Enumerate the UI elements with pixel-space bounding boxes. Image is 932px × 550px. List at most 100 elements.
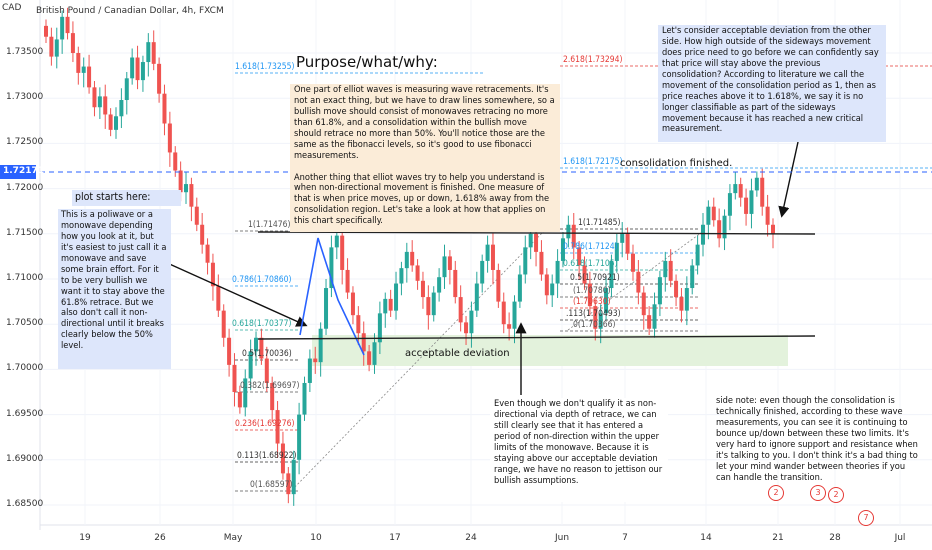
- candle-body: [717, 220, 722, 239]
- candle: [377, 301, 382, 355]
- current-price-label: 1.72171: [3, 166, 44, 176]
- candle-body: [394, 283, 399, 311]
- candle-body: [534, 233, 539, 252]
- candle-body: [706, 206, 711, 225]
- candle: [87, 54, 92, 94]
- candle: [555, 249, 560, 298]
- candle: [587, 271, 592, 316]
- candle-body: [237, 392, 242, 408]
- candle: [103, 84, 108, 129]
- candle-body: [674, 280, 679, 298]
- candle-body: [65, 16, 70, 34]
- candle: [124, 71, 129, 115]
- candle: [614, 233, 619, 273]
- candle-body: [178, 170, 183, 193]
- consolidation-finished-label: consolidation finished.: [620, 158, 733, 169]
- candle-body: [248, 351, 253, 379]
- candle-body: [571, 224, 576, 248]
- candle: [744, 188, 749, 226]
- candle-body: [103, 96, 108, 115]
- candle: [361, 321, 366, 366]
- monowave-path: [299, 237, 365, 356]
- price-tick-label: 1.70500: [6, 318, 44, 329]
- candle-body: [593, 306, 598, 329]
- candle: [280, 431, 285, 480]
- candle-body: [668, 260, 673, 281]
- candle: [92, 81, 97, 117]
- candle-body: [377, 313, 382, 343]
- candle-body: [711, 206, 716, 221]
- candle-body: [507, 324, 512, 329]
- plot-title[interactable]: plot starts here:: [72, 190, 181, 206]
- fib-label-left: 0.786(1.70860): [232, 275, 292, 285]
- candle: [221, 304, 226, 347]
- candle-body: [625, 233, 630, 254]
- candle-body: [560, 238, 565, 261]
- candle-body: [167, 123, 172, 153]
- candle-body: [420, 280, 425, 298]
- candle-body: [70, 33, 75, 53]
- candle: [383, 292, 388, 328]
- fib-label-right: .113(1.70493): [566, 309, 621, 319]
- candle: [765, 194, 770, 237]
- fib-label-right: 1.618(1.72175): [563, 157, 623, 167]
- fib-trend-line-left: [291, 229, 546, 491]
- candle-body: [652, 304, 657, 329]
- side-note[interactable]: side note: even though the consolidation…: [716, 395, 918, 483]
- candle: [630, 244, 635, 281]
- candle-body: [657, 277, 662, 305]
- candle: [324, 279, 329, 336]
- candle: [162, 84, 167, 136]
- candle: [151, 30, 156, 71]
- candle-body: [738, 184, 743, 198]
- candle: [394, 271, 399, 320]
- candle-body: [765, 206, 770, 225]
- candle-body: [544, 274, 549, 296]
- candle-body: [119, 100, 124, 117]
- candle-body: [410, 251, 415, 266]
- candle-body: [151, 42, 156, 64]
- candle: [684, 276, 689, 326]
- candle: [114, 107, 119, 139]
- candle: [480, 254, 485, 293]
- currency-badge: CAD: [2, 3, 21, 13]
- candle: [560, 231, 565, 268]
- qualify-note[interactable]: Even though we don't qualify it as non-d…: [490, 398, 668, 502]
- candle-body: [313, 358, 318, 363]
- candle: [760, 168, 765, 216]
- candle: [447, 250, 452, 285]
- fib-label-right: 0(1.70366): [573, 320, 616, 330]
- candle-body: [232, 364, 237, 392]
- candle-body: [700, 224, 705, 245]
- candle-body: [555, 260, 560, 284]
- candle: [291, 450, 296, 506]
- candle-body: [318, 328, 323, 363]
- candle: [307, 349, 312, 392]
- candle-body: [388, 298, 393, 311]
- fib-label-left: 1.618(1.73255): [235, 62, 295, 72]
- candle-body: [270, 382, 275, 411]
- price-tick-label: 1.73500: [6, 47, 44, 57]
- candle: [216, 274, 221, 317]
- candle-body: [130, 57, 135, 79]
- candle-body: [727, 193, 732, 216]
- candle-body: [609, 260, 614, 289]
- candle-body: [60, 16, 65, 40]
- candle: [490, 232, 495, 285]
- price-tick-label: 1.70000: [6, 363, 44, 374]
- fib-label-right: (1.70630): [573, 297, 611, 307]
- candle: [593, 299, 598, 341]
- candle-body: [496, 269, 501, 302]
- plot-note[interactable]: This is a poliwave or a monowave dependi…: [58, 209, 171, 369]
- currency-label: CAD: [2, 3, 22, 13]
- candle: [313, 346, 318, 374]
- deviation-note[interactable]: Let's consider acceptable deviation from…: [658, 25, 886, 142]
- candle: [227, 328, 232, 377]
- time-tick-label: 19: [79, 533, 91, 543]
- candle: [372, 333, 377, 374]
- candle-body: [162, 93, 167, 124]
- purpose-note[interactable]: One part of elliot waves is measuring wa…: [290, 84, 560, 232]
- candle: [663, 251, 668, 292]
- candle-body: [614, 242, 619, 261]
